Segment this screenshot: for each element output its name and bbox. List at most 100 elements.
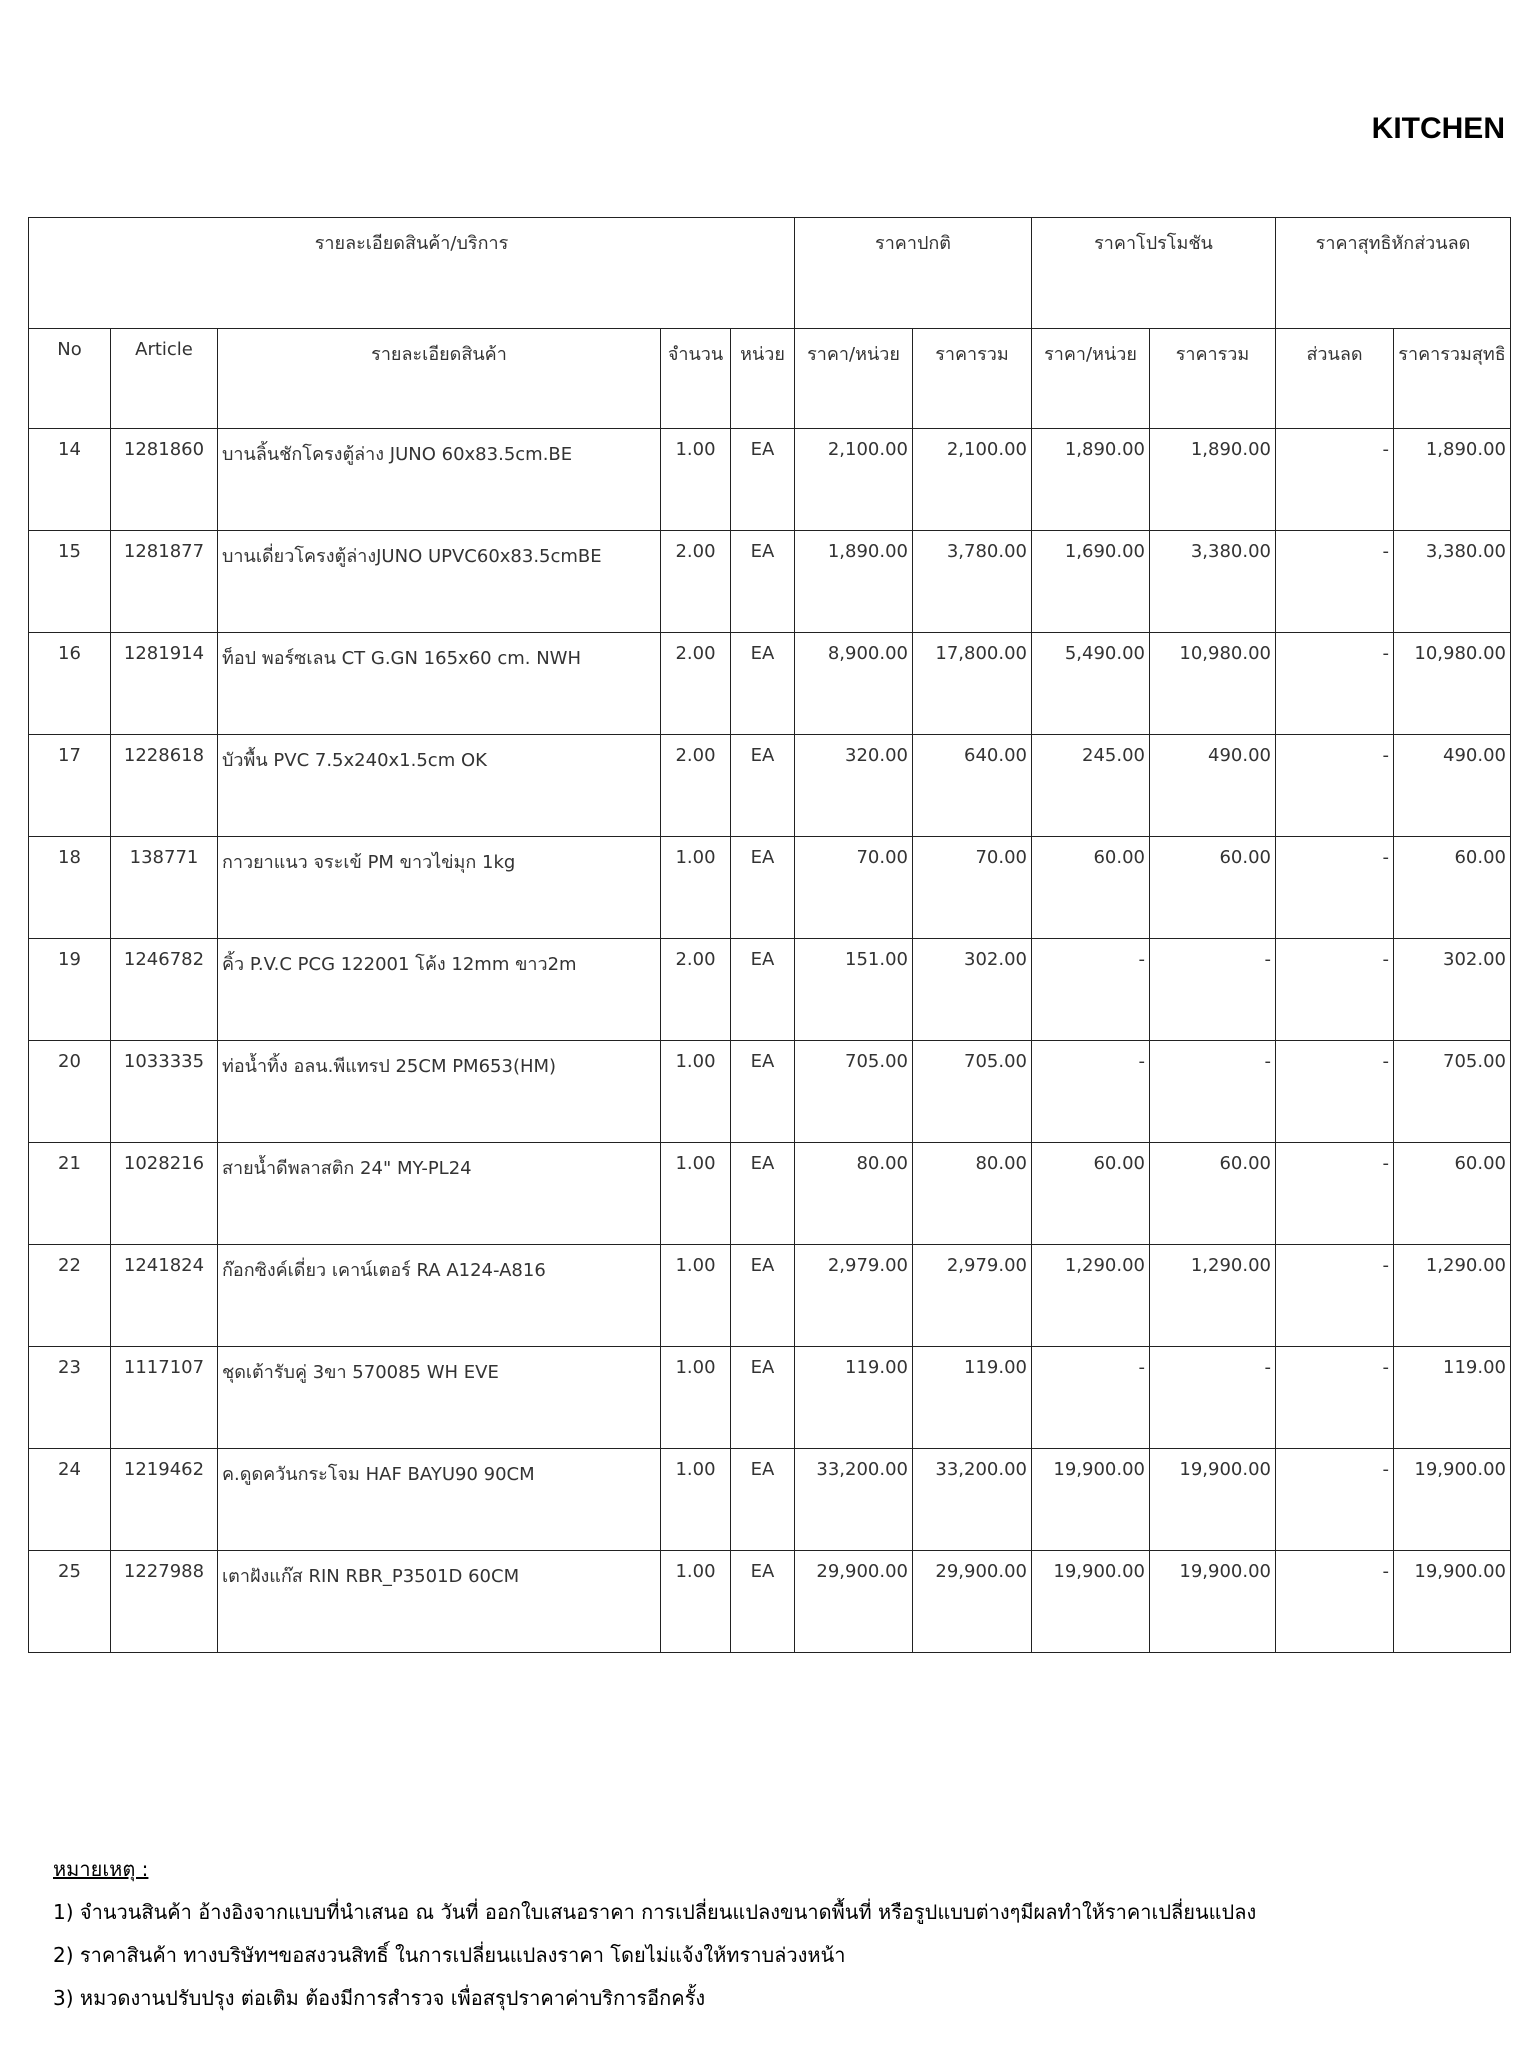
table-cell: 1,890.00 [1031,428,1150,531]
table-row: 17 1228618 บัวพื้น PVC 7.5x240x1.5cm OK 2.0… [28,734,1511,837]
column-header: Article [110,328,218,429]
table-cell: EA [730,632,795,735]
table-cell: 119.00 [794,1346,913,1449]
table-cell: 19,900.00 [1149,1550,1276,1653]
column-header: จำนวน [660,328,731,429]
table-cell: 1246782 [110,938,218,1041]
table-cell: - [1275,734,1394,837]
table-cell: 17 [28,734,111,837]
table-cell: EA [730,938,795,1041]
price-table: รายละเอียดสินค้า/บริการ ราคาปกติ ราคาโปร… [28,217,1511,1653]
table-cell: ชุดเต้ารับคู่ 3ขา 570085 WH EVE [217,1346,661,1449]
table-cell: บัวพื้น PVC 7.5x240x1.5cm OK [217,734,661,837]
note-item: 3) หมวดงานปรับปรุง ต่อเติม ต้องมีการสำรว… [53,1986,706,2010]
table-cell: 33,200.00 [794,1448,913,1551]
table-cell: 17,800.00 [912,632,1032,735]
table-cell: 18 [28,836,111,939]
table-cell: 19 [28,938,111,1041]
table-cell: 60.00 [1149,1142,1276,1245]
table-row: 16 1281914 ท็อป พอร์ซเลน CT G.GN 165x60 cm… [28,632,1511,735]
table-cell: 2,979.00 [912,1244,1032,1347]
table-cell: ท็อป พอร์ซเลน CT G.GN 165x60 cm. NWH [217,632,661,735]
table-cell: - [1149,938,1276,1041]
table-cell: 3,780.00 [912,530,1032,633]
table-row: 15 1281877 บานเดี่ยวโครงตู้ล่างJUNO UPVC60… [28,530,1511,633]
column-header: ราคารวมสุทธิ [1393,328,1511,429]
table-cell: 60.00 [1149,836,1276,939]
table-row: 20 1033335 ท่อน้ำทิ้ง อลน.พีแทรป 25CM PM65… [28,1040,1511,1143]
table-cell: - [1031,1040,1150,1143]
table-cell: 80.00 [912,1142,1032,1245]
table-cell: 705.00 [794,1040,913,1143]
table-cell: 15 [28,530,111,633]
table-cell: - [1275,428,1394,531]
title: KITCHEN [1371,112,1505,145]
table-cell: 2,100.00 [794,428,913,531]
table-cell: 1,890.00 [1393,428,1511,531]
table-cell: 29,900.00 [912,1550,1032,1653]
table-cell: - [1275,1346,1394,1449]
table-cell: 29,900.00 [794,1550,913,1653]
table-cell: 1.00 [660,1244,731,1347]
table-cell: 2.00 [660,530,731,633]
column-header: ส่วนลด [1275,328,1394,429]
table-cell: 10,980.00 [1393,632,1511,735]
table-cell: 1033335 [110,1040,218,1143]
table-cell: 19,900.00 [1149,1448,1276,1551]
group-header: ราคาสุทธิหักส่วนลด [1275,217,1511,329]
table-cell: 8,900.00 [794,632,913,735]
table-cell: 1,290.00 [1031,1244,1150,1347]
table-cell: EA [730,428,795,531]
table-cell: 1281914 [110,632,218,735]
table-cell: 19,900.00 [1031,1448,1150,1551]
table-cell: - [1275,1244,1394,1347]
table-cell: 16 [28,632,111,735]
table-cell: 14 [28,428,111,531]
table-cell: 1.00 [660,1550,731,1653]
table-cell: 705.00 [1393,1040,1511,1143]
table-cell: 33,200.00 [912,1448,1032,1551]
table-row: 23 1117107 ชุดเต้ารับคู่ 3ขา 570085 WH EVE… [28,1346,1511,1449]
group-header: ราคาปกติ [794,217,1032,329]
table-cell: 60.00 [1031,1142,1150,1245]
table-cell: 2,979.00 [794,1244,913,1347]
table-cell: 1241824 [110,1244,218,1347]
table-row: 19 1246782 คิ้ว P.V.C PCG 122001 โค้ง 12mm… [28,938,1511,1041]
table-cell: 22 [28,1244,111,1347]
table-cell: - [1275,938,1394,1041]
table-cell: 19,900.00 [1393,1550,1511,1653]
table-cell: ท่อน้ำทิ้ง อลน.พีแทรป 25CM PM653(HM) [217,1040,661,1143]
table-cell: 3,380.00 [1149,530,1276,633]
table-cell: 1,290.00 [1393,1244,1511,1347]
table-cell: 25 [28,1550,111,1653]
table-cell: คิ้ว P.V.C PCG 122001 โค้ง 12mm ขาว2m [217,938,661,1041]
table-cell: 1227988 [110,1550,218,1653]
table-cell: 302.00 [912,938,1032,1041]
column-header: รายละเอียดสินค้า [217,328,661,429]
table-row: 22 1241824 ก๊อกซิงค์เดี่ยว เคาน์เตอร์ RA A… [28,1244,1511,1347]
table-cell: - [1275,632,1394,735]
group-header-row: รายละเอียดสินค้า/บริการ ราคาปกติ ราคาโปร… [28,217,1511,329]
table-cell: 1,890.00 [1149,428,1276,531]
group-header: ราคาโปรโมชัน [1031,217,1276,329]
column-header: ราคารวม [912,328,1032,429]
table-cell: 80.00 [794,1142,913,1245]
table-cell: 1.00 [660,1346,731,1449]
group-header: รายละเอียดสินค้า/บริการ [28,217,795,329]
table-cell: สายน้ำดีพลาสติก 24" MY-PL24 [217,1142,661,1245]
table-cell: - [1031,938,1150,1041]
table-cell: EA [730,734,795,837]
table-cell: 70.00 [794,836,913,939]
table-cell: EA [730,1142,795,1245]
table-cell: 1028216 [110,1142,218,1245]
table-cell: 19,900.00 [1393,1448,1511,1551]
table-row: 21 1028216 สายน้ำดีพลาสติก 24" MY-PL24 1.00… [28,1142,1511,1245]
table-cell: 2.00 [660,938,731,1041]
table-cell: - [1149,1346,1276,1449]
table-cell: 21 [28,1142,111,1245]
table-cell: - [1031,1346,1150,1449]
table-cell: 1219462 [110,1448,218,1551]
table-cell: - [1275,1448,1394,1551]
column-header: ราคา/หน่วย [794,328,913,429]
